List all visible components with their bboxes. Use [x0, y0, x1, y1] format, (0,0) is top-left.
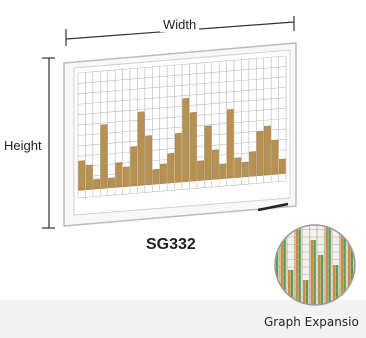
chart-bar: [226, 108, 234, 179]
chart-bar: [152, 168, 160, 185]
chart-bar: [219, 163, 227, 180]
height-label: Height: [4, 138, 42, 153]
lens-stripe-green: [283, 235, 286, 305]
lens-stripe-green: [328, 225, 331, 305]
chart-bar: [197, 160, 204, 182]
lens-stripe-orange: [348, 245, 351, 305]
chart-bar: [78, 160, 86, 191]
height-dimension: [42, 57, 55, 229]
chart-bar: [130, 146, 138, 187]
chart-bar: [212, 149, 219, 180]
lens-stripe-green: [358, 260, 361, 310]
lens-stripe-orange: [310, 240, 313, 305]
chart-bar: [137, 111, 145, 186]
lens-stripe-green: [290, 270, 294, 305]
chart-bar: [85, 164, 93, 191]
chart-bar: [145, 135, 152, 186]
lens-border: [274, 224, 356, 306]
grid-line-horizontal: [77, 97, 287, 115]
lens-content: [275, 225, 361, 310]
chart-bar: [249, 151, 256, 177]
lens-stripe-orange: [303, 280, 306, 305]
chart-bar: [93, 178, 100, 190]
lens-stripe-green: [305, 280, 309, 305]
marker-pen: [257, 202, 289, 212]
chart-bar: [122, 166, 130, 188]
grid-line-horizontal: [77, 66, 287, 84]
chart-bar: [100, 124, 108, 189]
chart-bar: [204, 125, 212, 181]
graph-expansion-label: Graph Expansio: [264, 315, 359, 329]
lens-stripe-orange: [325, 225, 328, 305]
chart-bar: [167, 153, 175, 184]
grid-line-horizontal: [77, 55, 287, 74]
chart-bar: [160, 163, 167, 185]
lens-stripe-green: [313, 240, 316, 305]
lens-stripe-orange: [295, 225, 298, 305]
lens-stripe-green: [298, 225, 301, 305]
grid-line-horizontal: [77, 128, 287, 147]
lens-stripe-green: [320, 255, 324, 305]
chart-bar: [278, 158, 286, 175]
grid-line-horizontal: [77, 76, 287, 95]
chart-bar: [234, 157, 242, 178]
model-label: SG332: [146, 236, 196, 253]
graph-board: [63, 42, 297, 227]
lens-stripe-green: [343, 230, 346, 305]
board-grid: [77, 55, 287, 199]
chart-bar: [241, 161, 249, 178]
grid-line-horizontal: [77, 86, 287, 105]
lens-stripe-green: [350, 245, 354, 305]
lens-stripe-orange: [288, 270, 291, 305]
grid-line-horizontal: [77, 107, 287, 126]
chart-bar: [115, 162, 123, 188]
lens-stripe-green: [335, 265, 339, 305]
graph-expansion-lens: [274, 224, 361, 310]
chart-bar: [182, 97, 190, 183]
lens-stripe-orange: [333, 265, 336, 305]
lens-stripe-orange: [318, 255, 321, 305]
chart-bar: [174, 132, 182, 183]
grid-line-horizontal: [77, 180, 287, 199]
board-bars: [78, 97, 286, 191]
lens-stripe-orange: [340, 230, 343, 305]
chart-bar: [271, 139, 279, 175]
lens-stripe-orange: [356, 260, 359, 310]
grid-line-horizontal: [77, 139, 287, 157]
chart-bar: [264, 125, 271, 176]
grid-line-horizontal: [77, 118, 287, 136]
chart-bar: [256, 131, 264, 177]
chart-bar: [189, 112, 197, 182]
footer-band: [0, 300, 366, 338]
lens-stripe-orange: [280, 235, 283, 305]
width-label: Width: [160, 18, 200, 32]
chart-bar: [108, 177, 115, 189]
